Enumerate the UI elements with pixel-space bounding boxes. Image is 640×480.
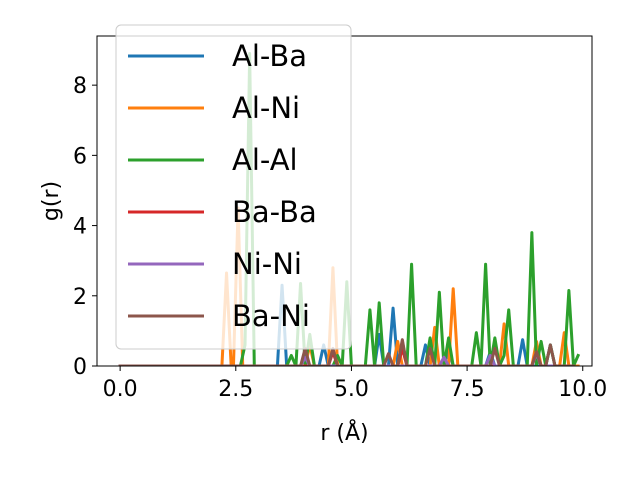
series-line-al-ba: [118, 283, 575, 366]
y-tick-label: 0: [73, 355, 87, 380]
legend-box: [115, 24, 352, 350]
x-tick-label: 0.0: [103, 377, 138, 402]
legend-label-ni-ni: Ni-Ni: [232, 247, 302, 281]
legend-label-ba-ba: Ba-Ba: [232, 195, 317, 229]
x-tick-label: 7.5: [450, 377, 485, 402]
legend-label-al-al: Al-Al: [232, 143, 298, 177]
x-axis-title: r (Å): [320, 419, 368, 446]
series-line-ba-ni: [118, 338, 575, 366]
series-line-al-al: [118, 52, 581, 366]
y-tick-label: 2: [73, 285, 87, 310]
legend-label-ba-ni: Ba-Ni: [232, 299, 310, 333]
x-tick-label: 10.0: [558, 377, 607, 402]
y-tick-label: 6: [73, 144, 87, 169]
x-tick-label: 2.5: [218, 377, 253, 402]
y-axis-title: g(r): [39, 181, 64, 221]
x-tick-label: 5.0: [334, 377, 369, 402]
y-tick-label: 8: [73, 74, 87, 99]
legend: Al-Ba Al-Ni Al-Al Ba-Ba Ni-Ni Ba-Ni: [115, 24, 352, 350]
legend-label-al-ni: Al-Ni: [232, 91, 300, 125]
y-tick-label: 4: [73, 215, 87, 240]
legend-label-al-ba: Al-Ba: [232, 39, 307, 73]
axes-layer: 0.0 2.5 5.0 7.5 10.0 0 2 4 6 8: [73, 35, 607, 402]
